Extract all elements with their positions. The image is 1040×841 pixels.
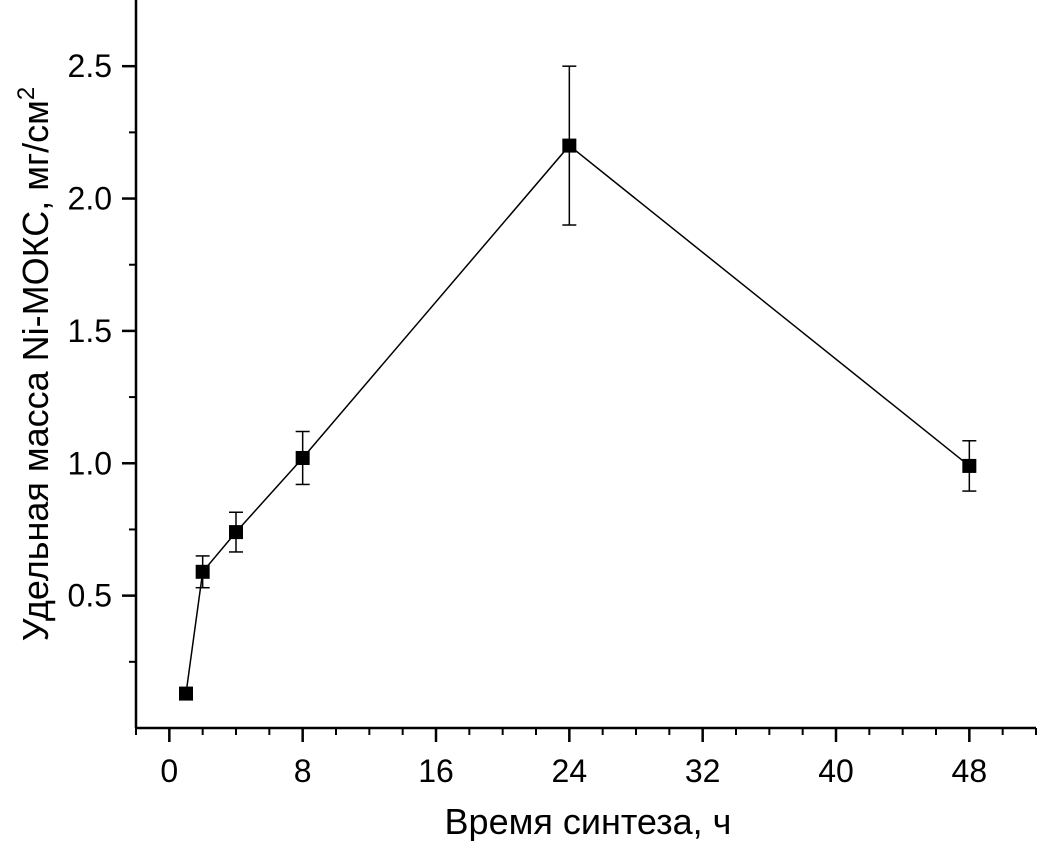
y-axis-title: Удельная масса Ni-МОКС, мг/см2 bbox=[13, 87, 56, 641]
series-line bbox=[185, 144, 970, 694]
y-tick-label: 2.5 bbox=[68, 48, 112, 84]
x-tick-label: 16 bbox=[418, 753, 454, 789]
data-point bbox=[562, 138, 577, 153]
series bbox=[179, 65, 977, 701]
y-axis-title-superscript: 2 bbox=[13, 87, 40, 100]
x-axis-title: Время синтеза, ч bbox=[445, 801, 732, 841]
data-point bbox=[295, 450, 310, 465]
x-axis: 0 8 16 24 32 40 48 bbox=[135, 726, 1037, 789]
y-tick-label: 1.5 bbox=[68, 313, 112, 349]
x-tick-label: 40 bbox=[818, 753, 854, 789]
data-point bbox=[962, 458, 977, 473]
y-ticks bbox=[122, 64, 136, 663]
x-tick-label: 0 bbox=[160, 753, 178, 789]
y-axis: 0.5 1.0 1.5 2.0 2.5 bbox=[68, 0, 138, 728]
y-axis-title-main: Удельная масса Ni-МОКС, мг/см bbox=[15, 100, 56, 641]
x-tick-label: 48 bbox=[952, 753, 988, 789]
x-tick-label: 8 bbox=[294, 753, 312, 789]
y-tick-labels: 0.5 1.0 1.5 2.0 2.5 bbox=[68, 48, 112, 613]
data-point bbox=[195, 564, 210, 579]
x-tick-labels: 0 8 16 24 32 40 48 bbox=[160, 753, 987, 789]
data-point bbox=[179, 686, 193, 701]
y-tick-label: 2.0 bbox=[68, 181, 112, 217]
y-tick-label: 0.5 bbox=[68, 578, 112, 614]
x-ticks bbox=[135, 728, 1037, 742]
data-point bbox=[229, 525, 243, 540]
x-tick-label: 32 bbox=[685, 753, 721, 789]
x-tick-label: 24 bbox=[552, 753, 588, 789]
y-tick-label: 1.0 bbox=[68, 445, 112, 481]
